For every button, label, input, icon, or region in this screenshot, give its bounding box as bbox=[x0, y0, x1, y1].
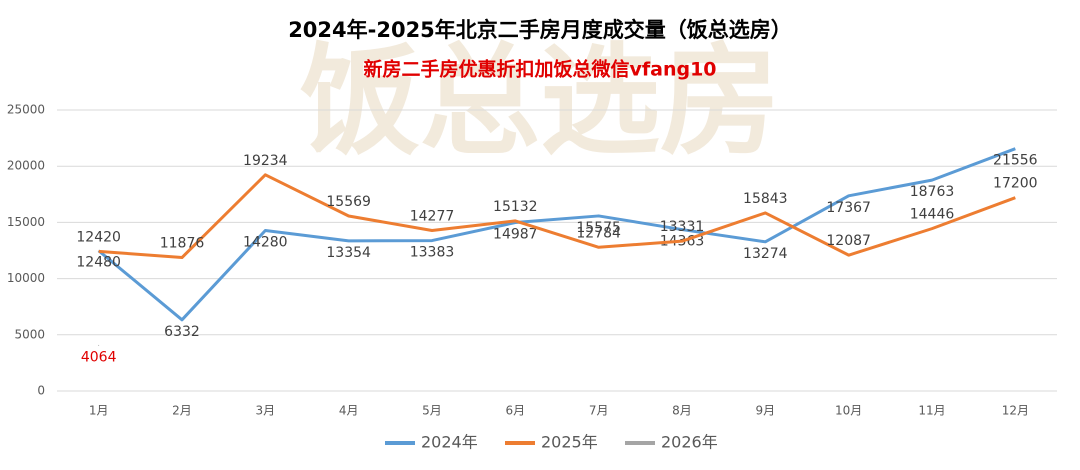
chart-title: 2024年-2025年北京二手房月度成交量（饭总选房） bbox=[288, 18, 792, 42]
data-label: 15569 bbox=[326, 194, 371, 210]
x-tick-label: 9月 bbox=[756, 404, 776, 418]
data-label: 12784 bbox=[576, 225, 621, 241]
y-tick-label: 0 bbox=[37, 384, 45, 398]
data-label: 19234 bbox=[243, 153, 288, 169]
data-label: 15132 bbox=[493, 199, 538, 215]
data-label: 13274 bbox=[743, 246, 788, 262]
x-tick-label: 8月 bbox=[672, 404, 692, 418]
data-label: 14280 bbox=[243, 234, 288, 250]
data-label: 14277 bbox=[410, 209, 455, 225]
y-tick-label: 15000 bbox=[7, 215, 45, 229]
data-label: 12087 bbox=[826, 233, 871, 249]
series-line bbox=[97, 147, 1016, 322]
data-label: 14987 bbox=[493, 227, 538, 243]
y-tick-label: 5000 bbox=[14, 327, 45, 341]
x-tick-label: 10月 bbox=[835, 404, 862, 418]
data-label: 21556 bbox=[993, 153, 1038, 169]
legend-label: 2026年 bbox=[661, 433, 718, 452]
data-label: 14446 bbox=[910, 207, 955, 223]
x-tick-label: 12月 bbox=[1002, 404, 1029, 418]
data-label: 12420 bbox=[76, 229, 121, 245]
x-tick-label: 2月 bbox=[172, 404, 192, 418]
y-tick-label: 10000 bbox=[7, 271, 45, 285]
data-label: 11876 bbox=[160, 236, 205, 252]
data-label: 15575 bbox=[576, 220, 621, 236]
x-tick-label: 1月 bbox=[89, 404, 109, 418]
x-tick-label: 4月 bbox=[339, 404, 359, 418]
data-label: 6332 bbox=[164, 324, 200, 340]
x-tick-label: 5月 bbox=[422, 404, 442, 418]
data-label: 17200 bbox=[993, 176, 1038, 192]
x-tick-label: 3月 bbox=[256, 404, 276, 418]
point bbox=[98, 344, 100, 346]
x-tick-label: 6月 bbox=[506, 404, 526, 418]
chart-subtitle: 新房二手房优惠折扣加饭总微信vfang10 bbox=[363, 58, 716, 81]
data-label: 17367 bbox=[826, 200, 871, 216]
data-label: 13331 bbox=[660, 219, 705, 235]
y-tick-label: 25000 bbox=[7, 103, 45, 117]
series-line bbox=[98, 173, 1016, 260]
y-tick-label: 20000 bbox=[7, 159, 45, 173]
data-label: 13383 bbox=[410, 245, 455, 261]
data-label: 12480 bbox=[76, 255, 121, 271]
data-label: 4064 bbox=[81, 349, 117, 365]
x-tick-label: 7月 bbox=[589, 404, 609, 418]
x-tick-label: 11月 bbox=[918, 404, 945, 418]
legend-label: 2024年 bbox=[421, 433, 478, 452]
legend-label: 2025年 bbox=[541, 433, 598, 452]
data-label: 18763 bbox=[910, 184, 955, 200]
watermark: 饭总选房 bbox=[300, 33, 780, 172]
data-label: 13354 bbox=[326, 245, 371, 261]
data-label: 15843 bbox=[743, 191, 788, 207]
